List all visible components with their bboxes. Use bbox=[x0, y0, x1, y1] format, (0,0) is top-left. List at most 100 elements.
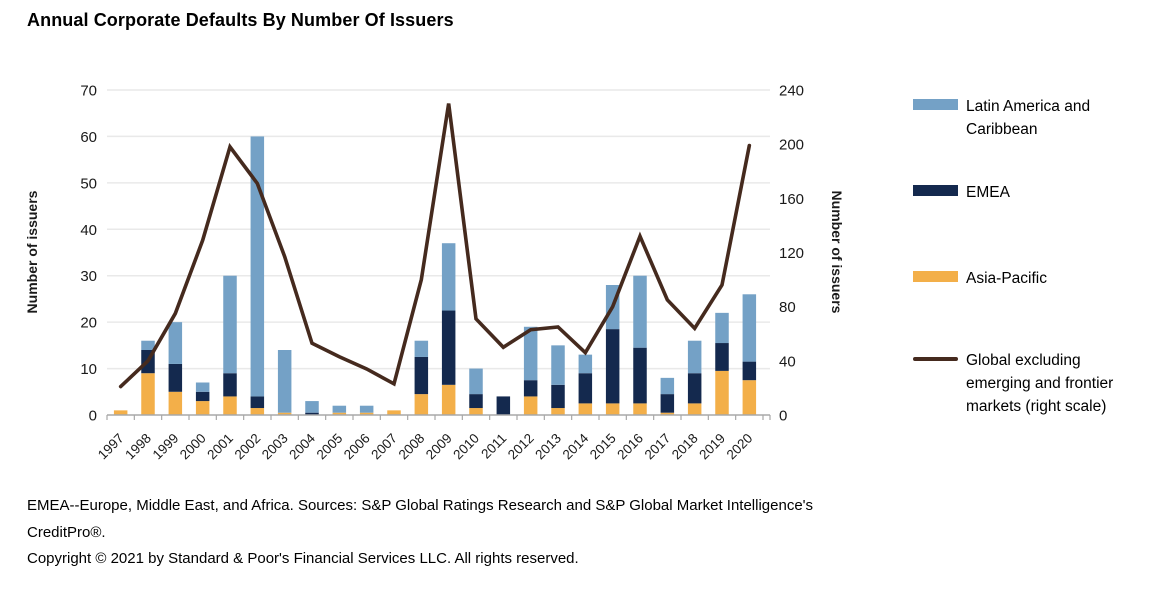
x-tick-label-1998: 1998 bbox=[122, 431, 154, 463]
x-tick-label-2011: 2011 bbox=[478, 431, 509, 462]
emea-swatch-icon bbox=[913, 185, 958, 196]
left-tick-label: 30 bbox=[80, 268, 97, 285]
x-tick-label-2001: 2001 bbox=[204, 431, 236, 463]
x-axis-labels: 1997199819992000200120022003200420052006… bbox=[95, 430, 756, 462]
chart-plot: 0 10 20 30 40 50 60 70 0 40 80 120 160 200 240 19971998… bbox=[24, 83, 845, 463]
bar-2000-emea bbox=[195, 391, 210, 402]
x-tick-label-2013: 2013 bbox=[532, 431, 564, 463]
bar-2019-latin-america-and-caribbean bbox=[715, 312, 729, 344]
legend-item-emea: EMEA bbox=[913, 181, 1138, 204]
right-tick-label: 200 bbox=[779, 137, 804, 154]
bars-layer bbox=[113, 136, 757, 415]
bar-2020-emea bbox=[742, 361, 757, 381]
bar-2012-latin-america-and-caribbean bbox=[523, 326, 538, 381]
bar-1998-asia-pacific bbox=[141, 373, 155, 415]
bar-2010-latin-america-and-caribbean bbox=[469, 368, 483, 395]
bar-1999-emea bbox=[168, 363, 183, 392]
x-tick-label-2009: 2009 bbox=[423, 431, 455, 463]
right-tick-label: 160 bbox=[779, 191, 804, 208]
right-tick-label: 240 bbox=[779, 83, 804, 100]
bar-2005-latin-america-and-caribbean bbox=[332, 405, 347, 413]
gridlines bbox=[107, 89, 770, 370]
right-axis-title: Number of issuers bbox=[829, 191, 845, 314]
bar-2003-latin-america-and-caribbean bbox=[277, 350, 292, 413]
bar-2019-emea bbox=[715, 343, 729, 371]
bar-2018-asia-pacific bbox=[687, 403, 702, 415]
x-tick-label-2008: 2008 bbox=[396, 431, 428, 463]
bar-2009-emea bbox=[441, 310, 456, 385]
left-tick-label: 50 bbox=[80, 175, 97, 192]
bar-2010-asia-pacific bbox=[469, 408, 483, 415]
legend: Latin America and Caribbean EMEA Asia-Pa… bbox=[913, 95, 1148, 425]
bar-2003-asia-pacific bbox=[277, 412, 292, 415]
legend-item-asia-pacific: Asia-Pacific bbox=[913, 267, 1138, 290]
bar-2000-latin-america-and-caribbean bbox=[195, 382, 210, 392]
bar-1999-asia-pacific bbox=[168, 391, 183, 415]
bar-2017-latin-america-and-caribbean bbox=[660, 377, 675, 395]
right-tick-label: 120 bbox=[779, 245, 804, 262]
x-tick-label-1997: 1997 bbox=[95, 431, 127, 463]
bar-2009-latin-america-and-caribbean bbox=[441, 243, 456, 311]
asia-pacific-swatch-icon bbox=[913, 271, 958, 282]
bar-2001-asia-pacific bbox=[223, 396, 237, 415]
bar-2001-latin-america-and-caribbean bbox=[223, 275, 237, 374]
bar-2016-asia-pacific bbox=[633, 403, 647, 415]
bar-2012-asia-pacific bbox=[523, 396, 538, 415]
bar-2020-asia-pacific bbox=[742, 380, 757, 415]
left-tick-label: 60 bbox=[80, 129, 97, 146]
bar-2013-asia-pacific bbox=[551, 408, 565, 415]
x-tick-label-2020: 2020 bbox=[724, 431, 756, 463]
legend-item-global-line: Global excluding emerging and frontier m… bbox=[913, 349, 1138, 418]
bar-2010-emea bbox=[469, 394, 483, 409]
bar-2016-emea bbox=[633, 347, 647, 404]
x-tick-label-1999: 1999 bbox=[150, 431, 182, 463]
bar-2009-asia-pacific bbox=[441, 384, 456, 415]
x-tick-label-2019: 2019 bbox=[696, 431, 728, 463]
bar-2005-asia-pacific bbox=[332, 412, 347, 415]
left-tick-label: 0 bbox=[89, 408, 97, 425]
left-axis-title: Number of issuers bbox=[24, 190, 40, 313]
x-tick-label-2015: 2015 bbox=[587, 431, 619, 463]
bar-2017-emea bbox=[660, 394, 675, 413]
bar-2012-emea bbox=[523, 380, 538, 397]
bar-2011-emea bbox=[496, 396, 511, 415]
x-tick-label-2017: 2017 bbox=[642, 431, 674, 463]
x-tick-label-2002: 2002 bbox=[232, 431, 264, 463]
bar-2002-asia-pacific bbox=[250, 408, 265, 415]
x-tick-label-2014: 2014 bbox=[560, 430, 592, 462]
copyright-note: Copyright © 2021 by Standard & Poor's Fi… bbox=[27, 550, 579, 567]
bar-2013-emea bbox=[551, 384, 565, 409]
bar-2014-latin-america-and-caribbean bbox=[578, 354, 593, 374]
source-note: EMEA--Europe, Middle East, and Africa. S… bbox=[27, 497, 814, 541]
bar-1999-latin-america-and-caribbean bbox=[168, 322, 183, 364]
bar-2014-emea bbox=[578, 373, 593, 404]
left-tick-label: 70 bbox=[80, 83, 97, 100]
x-tick-label-2003: 2003 bbox=[259, 431, 291, 463]
bar-2002-latin-america-and-caribbean bbox=[250, 136, 265, 397]
latin-america-swatch-icon bbox=[913, 99, 958, 110]
right-axis-tick-labels: 0 40 80 120 160 200 240 bbox=[779, 83, 804, 425]
bar-2019-asia-pacific bbox=[715, 370, 729, 415]
bar-2008-latin-america-and-caribbean bbox=[414, 340, 429, 357]
x-tick-label-2006: 2006 bbox=[341, 431, 373, 463]
bar-2000-asia-pacific bbox=[195, 401, 210, 415]
bar-1997-asia-pacific bbox=[113, 410, 128, 415]
left-tick-label: 40 bbox=[80, 222, 97, 239]
x-tick-label-2005: 2005 bbox=[314, 431, 346, 463]
x-tick-label-2010: 2010 bbox=[450, 431, 482, 463]
left-tick-label: 20 bbox=[80, 315, 97, 332]
bar-2006-latin-america-and-caribbean bbox=[359, 405, 374, 413]
bar-2004-emea bbox=[305, 412, 319, 415]
x-tick-label-2012: 2012 bbox=[505, 431, 537, 463]
global-line-swatch-icon bbox=[913, 357, 958, 361]
bar-2007-asia-pacific bbox=[387, 410, 401, 415]
bar-2008-asia-pacific bbox=[414, 394, 429, 415]
x-axis bbox=[106, 414, 771, 420]
bar-2013-latin-america-and-caribbean bbox=[551, 345, 565, 385]
bar-2020-latin-america-and-caribbean bbox=[742, 294, 757, 362]
bar-2018-emea bbox=[687, 373, 702, 404]
bar-2002-emea bbox=[250, 396, 265, 409]
bar-2016-latin-america-and-caribbean bbox=[633, 275, 647, 348]
left-tick-label: 10 bbox=[80, 361, 97, 378]
